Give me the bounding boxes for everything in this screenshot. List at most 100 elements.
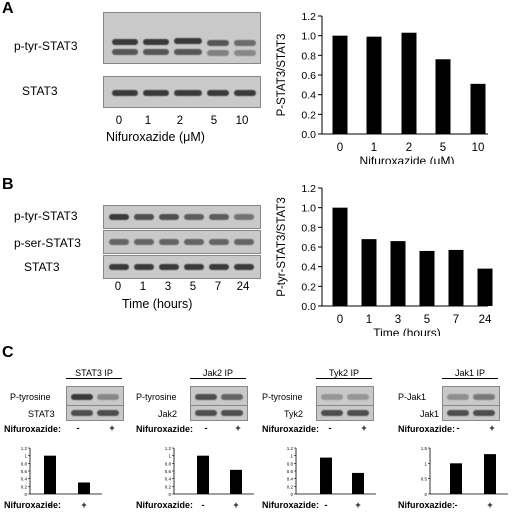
band xyxy=(71,394,93,400)
panel-label-b: B xyxy=(2,176,14,193)
bar-chart-b: 0.0 0.2 0.4 0.6 0.8 1.0 1.2 0 1 3 5 7 24 Time (hours)… xyxy=(276,183,493,336)
x-axis-label: Nifuroxazide: xyxy=(262,500,319,510)
y-tick-label: 1.0 xyxy=(301,203,316,215)
y-tick-label: 0 xyxy=(424,492,427,497)
treatment-sign: + xyxy=(235,423,241,433)
y-tick-label: 1 xyxy=(290,454,293,459)
x-tick-label: 0 xyxy=(337,142,343,154)
y-axis-label: P-tyr-STAT3/STAT3 xyxy=(276,197,288,296)
bar xyxy=(320,457,332,494)
blot-row-label: p-tyr-STAT3 xyxy=(14,209,78,223)
x-tick-label: + xyxy=(487,500,492,510)
x-tick-label: 1 xyxy=(366,314,372,326)
y-tick-label: 1.2 xyxy=(287,446,294,451)
x-tick-label: 7 xyxy=(453,314,459,326)
ip-header: Tyk2 IP xyxy=(316,368,372,379)
blot-row-label: p-tyr-STAT3 xyxy=(14,39,78,53)
y-tick-label: 0.2 xyxy=(21,484,28,489)
treatment-sign: - xyxy=(456,423,460,433)
band xyxy=(347,394,369,400)
x-tick-label: 1 xyxy=(371,142,377,154)
treatment-label: Nifuroxazide: xyxy=(398,424,456,434)
blot-row-label: P-tyrosine xyxy=(136,392,177,402)
lane-label: 0 xyxy=(114,281,122,293)
bar xyxy=(78,482,90,494)
y-tick-label: 0.8 xyxy=(287,461,294,466)
x-tick-label: 2 xyxy=(406,142,412,154)
x-tick-label: 0 xyxy=(337,314,343,326)
blot-image-pser xyxy=(103,230,261,254)
lane-label: 10 xyxy=(235,115,249,127)
x-axis-label: Nifuroxazide: xyxy=(4,500,61,510)
band xyxy=(447,410,469,416)
bar xyxy=(450,463,462,494)
band xyxy=(195,394,217,400)
ip-header: STAT3 IP xyxy=(66,368,122,379)
bar xyxy=(419,250,435,306)
y-tick-label: 0.8 xyxy=(165,461,172,466)
band xyxy=(221,394,243,400)
x-tick-label: + xyxy=(233,500,238,510)
lane-label: 7 xyxy=(214,281,222,293)
treatment-sign: + xyxy=(109,423,115,433)
bar xyxy=(332,207,348,306)
y-tick-label: 0.8 xyxy=(301,222,316,234)
y-tick-label: 0.2 xyxy=(301,109,316,121)
x-tick-label: 3 xyxy=(395,314,401,326)
lane-label: 0 xyxy=(115,115,123,127)
lane-label: 1 xyxy=(139,281,147,293)
y-tick-label: 0 xyxy=(168,492,171,497)
treatment-label: Nifuroxazide: xyxy=(136,424,194,434)
ip-header: Jak1 IP xyxy=(442,368,498,379)
y-tick-label: 0.4 xyxy=(301,90,316,102)
y-tick-label: 0.6 xyxy=(301,242,316,254)
blot-image-ptyr xyxy=(103,12,261,64)
y-tick-label: 0.4 xyxy=(287,477,294,482)
bar xyxy=(401,32,417,134)
bar-chart-a: 0.0 0.2 0.4 0.6 0.8 1.0 1.2 0 1 2 5 10 Nifuroxazide … xyxy=(276,11,488,164)
y-tick-label: 0.4 xyxy=(301,262,316,274)
x-axis-label: Nifuroxazide (μM) xyxy=(360,154,455,164)
blot-row-label: P-tyrosine xyxy=(262,392,303,402)
x-tick-label: - xyxy=(455,500,458,510)
blot-image-bottom xyxy=(190,405,248,421)
bar xyxy=(361,239,377,306)
y-tick-label: 0 xyxy=(24,492,27,497)
y-tick-label: 0.4 xyxy=(21,477,28,482)
y-axis-label: P-STAT3/STAT3 xyxy=(276,34,288,117)
y-tick-label: 0.6 xyxy=(287,469,294,474)
blot-row-label: STAT3 xyxy=(24,260,60,274)
blot-row-label: p-ser-STAT3 xyxy=(14,236,81,250)
band xyxy=(473,394,495,400)
x-tick-label: - xyxy=(202,500,205,510)
blot-row-label: P-Jak1 xyxy=(398,392,427,402)
bar xyxy=(197,455,209,494)
band xyxy=(347,410,369,416)
x-tick-label: 10 xyxy=(472,142,485,154)
x-tick-label: - xyxy=(325,500,328,510)
band xyxy=(447,394,469,400)
blot-row-label: P-tyrosine xyxy=(10,392,51,402)
treatment-label: Nifuroxazide: xyxy=(4,424,62,434)
x-tick-label: + xyxy=(355,500,360,510)
y-tick-label: 0.6 xyxy=(165,469,172,474)
blot-row-label: Jak1 xyxy=(420,409,440,419)
lane-label: 2 xyxy=(176,115,184,127)
blot-image-stat3 xyxy=(103,76,261,108)
treatment-sign: + xyxy=(361,423,367,433)
y-tick-label: 1.2 xyxy=(301,11,316,23)
y-tick-label: 0 xyxy=(290,492,293,497)
band xyxy=(71,410,93,416)
blot-row-label: Tyk2 xyxy=(284,409,304,419)
x-tick-label: 5 xyxy=(424,314,430,326)
blot-image-bottom xyxy=(442,405,500,421)
x-tick-label: + xyxy=(81,500,86,510)
band xyxy=(221,410,243,416)
x-tick-label: - xyxy=(49,500,52,510)
bar xyxy=(332,35,348,134)
x-axis-label: Nifuroxazide: xyxy=(398,500,455,510)
blot-image-ptyr xyxy=(103,205,261,229)
